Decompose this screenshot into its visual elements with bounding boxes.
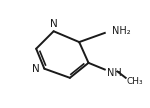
Text: NH₂: NH₂ [112, 26, 130, 36]
Text: CH₃: CH₃ [127, 77, 144, 86]
Text: N: N [50, 19, 57, 29]
Text: N: N [32, 64, 40, 74]
Text: NH: NH [107, 68, 122, 78]
